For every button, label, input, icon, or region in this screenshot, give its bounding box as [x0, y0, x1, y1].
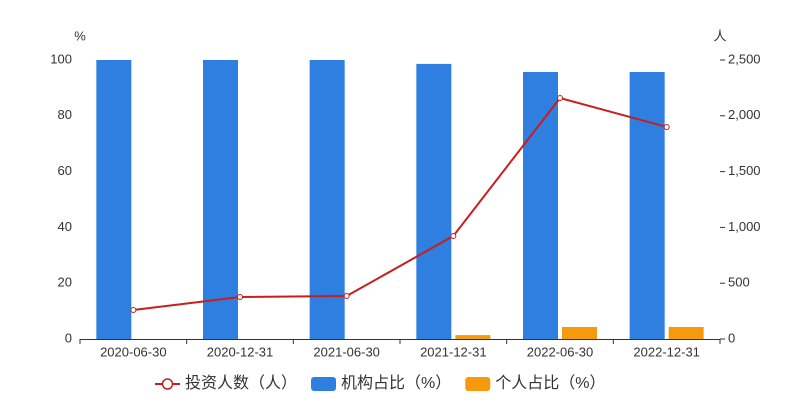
y-tick-label: 40 [58, 219, 72, 234]
y-tick-label: 80 [58, 107, 72, 122]
y2-tick-label: 2,500 [728, 51, 761, 66]
bar [629, 71, 665, 339]
bar [455, 335, 491, 339]
x-tick-label: 2021-06-30 [313, 344, 380, 359]
point [343, 293, 350, 300]
y-tick-label: 20 [58, 275, 72, 290]
y2-tick-label: 1,000 [728, 219, 761, 234]
point [557, 95, 563, 102]
legend-swatch [311, 377, 337, 391]
x-tick-label: 2022-06-30 [527, 344, 594, 359]
bar [562, 327, 597, 339]
y2-unit: 人 [713, 28, 726, 43]
x-tick-label: 2022-12-31 [633, 344, 700, 359]
legend-label: 机构占比（%） [341, 374, 451, 392]
x-tick-label: 2020-06-30 [100, 344, 167, 359]
y2-tick-label: 1,500 [728, 163, 761, 178]
bar [96, 60, 132, 339]
x-tick-label: 2020-12-31 [207, 344, 274, 359]
point [237, 294, 243, 301]
legend-label: 个人占比（%） [495, 374, 605, 392]
bar [309, 60, 345, 339]
y2-tick-label: 500 [728, 275, 750, 290]
point [663, 123, 670, 130]
y2-tick-label: 2,000 [728, 107, 761, 122]
x-tick-label: 2021-12-31 [420, 344, 487, 359]
point [450, 232, 457, 239]
bar [416, 63, 452, 339]
y-tick-label: 0 [65, 330, 72, 345]
legend-point [161, 378, 174, 390]
bar [523, 71, 558, 339]
bar [203, 60, 238, 339]
bar [668, 327, 704, 339]
y2-tick-label: 0 [728, 330, 735, 345]
y-tick-label: 100 [50, 51, 72, 66]
point [130, 306, 137, 313]
legend-swatch [465, 377, 491, 391]
y-tick-label: 60 [58, 163, 72, 178]
y-unit: % [74, 28, 86, 43]
legend-label: 投资人数（人） [185, 374, 297, 392]
line [133, 96, 667, 311]
